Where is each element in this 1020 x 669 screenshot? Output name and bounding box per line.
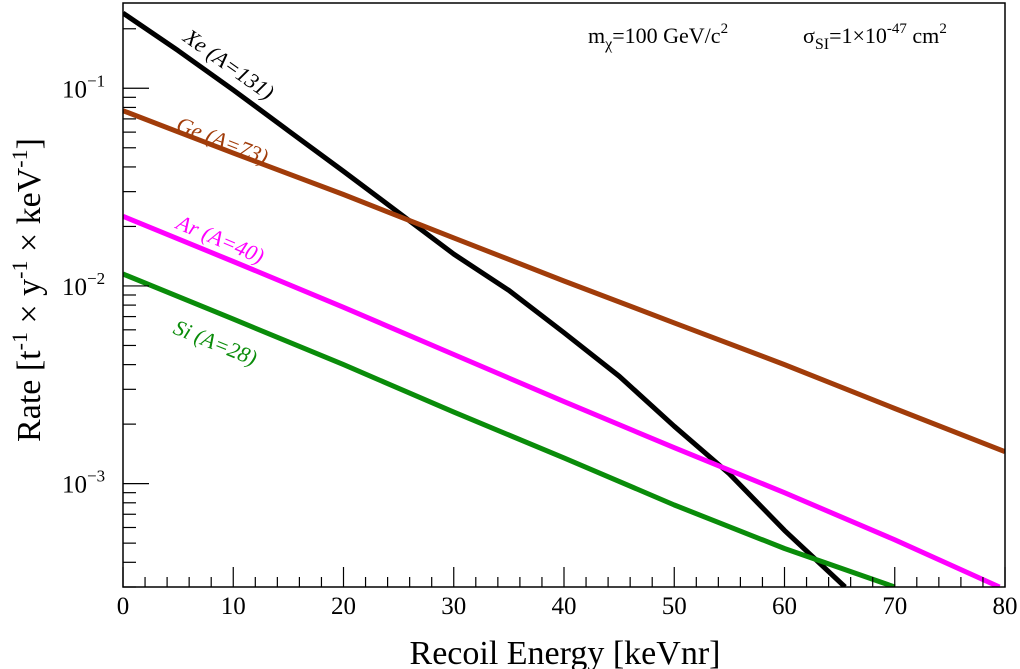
axes-layer: 0 10 20 30 40 50 60 70 80 10−1 10−2 10−3: [62, 2, 1018, 620]
series-line-ge: [123, 108, 1005, 455]
y-tick-label: 10−2: [62, 269, 105, 301]
x-tick-label: 40: [552, 593, 577, 620]
series-layer: [123, 11, 1005, 587]
series-label-ar: Ar (A=40): [171, 209, 268, 269]
labels-layer: Xe (A=131)Ge (A=73)Ar (A=40)Si (A=28): [170, 23, 279, 370]
y-tick-label: 10−3: [62, 467, 105, 499]
y-tick-label: 10−1: [62, 71, 105, 103]
x-tick-label: 70: [882, 593, 907, 620]
x-tick-label: 60: [772, 593, 797, 620]
x-tick-label: 20: [331, 593, 356, 620]
x-tick-label: 50: [662, 593, 687, 620]
dm-mass-annotation: mχ=100 GeV/c2: [588, 21, 728, 53]
x-tick-label: 0: [117, 593, 130, 620]
x-tick-label: 30: [441, 593, 466, 620]
x-tick-label: 80: [993, 593, 1018, 620]
series-label-ge: Ge (A=73): [173, 111, 272, 169]
x-axis-title: Recoil Energy [keVnr]: [410, 635, 721, 669]
series-line-xe: [123, 11, 847, 587]
series-line-ar: [123, 213, 1001, 587]
cross-section-annotation: σSI=1×10-47 cm2: [803, 21, 947, 53]
y-axis-title: Rate [t-1 × y-1 × keV-1]: [7, 138, 48, 442]
series-line-si: [123, 271, 896, 587]
x-tick-label: 10: [221, 593, 246, 620]
